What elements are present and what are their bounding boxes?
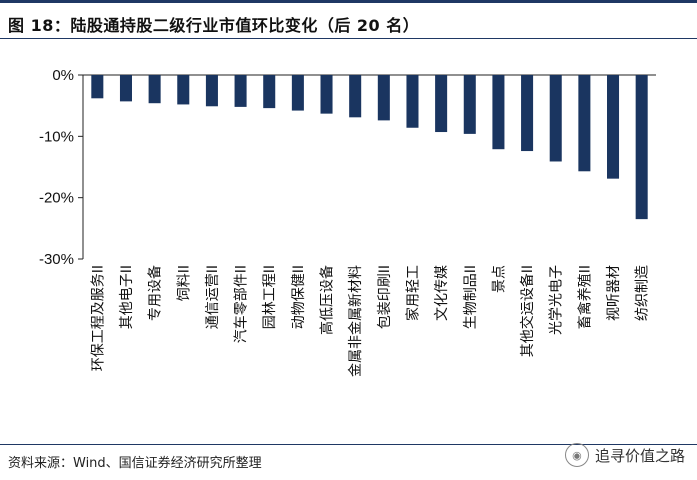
category-label-text: 金属非金属新材料 bbox=[348, 265, 364, 377]
bar-20 bbox=[635, 75, 648, 220]
category-label-10: 金属非金属新材料 bbox=[348, 265, 364, 377]
y-tick-label: -10% bbox=[39, 128, 74, 145]
category-label-text: 汽车零部件II bbox=[233, 265, 250, 343]
category-label-4: 饲料II bbox=[176, 265, 192, 301]
category-label-2: 其他电子II bbox=[119, 265, 135, 329]
bar-17 bbox=[549, 75, 562, 162]
category-label-text: 其他交运设备II bbox=[519, 265, 536, 357]
bar-12 bbox=[406, 75, 419, 128]
watermark-text: 追寻价值之路 bbox=[594, 446, 685, 465]
bar-1 bbox=[91, 75, 104, 99]
category-label-14: 生物制品II bbox=[463, 265, 479, 329]
category-label-text: 专用设备 bbox=[147, 265, 164, 321]
title-bar: 图 18：陆股通持股二级行业市值环比变化（后 20 名） bbox=[0, 0, 697, 38]
category-label-17: 光学光电子 bbox=[549, 265, 565, 335]
category-label-text: 光学光电子 bbox=[549, 265, 565, 335]
bar-9 bbox=[320, 75, 333, 114]
category-label-12: 家用轻工 bbox=[404, 265, 421, 321]
category-label-7: 园林工程II bbox=[262, 265, 278, 329]
category-label-6: 汽车零部件II bbox=[233, 265, 250, 343]
bar-19 bbox=[607, 75, 620, 179]
bar-18 bbox=[578, 75, 591, 172]
bar-2 bbox=[119, 75, 132, 102]
bar-13 bbox=[435, 75, 448, 133]
bar-11 bbox=[377, 75, 390, 121]
category-label-text: 饲料II bbox=[176, 265, 192, 301]
category-label-text: 高低压设备 bbox=[319, 265, 336, 335]
bar-8 bbox=[291, 75, 304, 111]
category-label-text: 园林工程II bbox=[262, 265, 278, 329]
category-label-16: 其他交运设备II bbox=[519, 265, 536, 357]
category-label-19: 视听器材 bbox=[606, 265, 622, 321]
category-label-text: 纺织制造 bbox=[635, 265, 651, 321]
category-label-text: 环保工程及服务II bbox=[90, 265, 106, 371]
category-label-text: 其他电子II bbox=[119, 265, 135, 329]
source-note: 资料来源：Wind、国信证券经济研究所整理 bbox=[8, 456, 262, 471]
bar-chart: 0% -10% -20% -30% 环保工程及服务II 其他电子II 专用设备 饲料II 通信运… bbox=[39, 67, 656, 377]
bar-6 bbox=[234, 75, 247, 107]
category-label-5: 通信运营II bbox=[205, 265, 221, 329]
bar-16 bbox=[521, 75, 534, 152]
category-label-text: 生物制品II bbox=[463, 265, 479, 329]
category-label-3: 专用设备 bbox=[147, 265, 164, 321]
y-tick-label: -20% bbox=[39, 190, 74, 207]
category-label-text: 动物保健II bbox=[291, 265, 307, 329]
bar-15 bbox=[492, 75, 505, 150]
wechat-icon: ◉ bbox=[564, 443, 589, 467]
bar-10 bbox=[349, 75, 362, 118]
category-label-20: 纺织制造 bbox=[635, 265, 651, 321]
category-label-text: 畜禽养殖II bbox=[576, 265, 593, 329]
figure-title: 图 18：陆股通持股二级行业市值环比变化（后 20 名） bbox=[8, 16, 420, 35]
category-label-9: 高低压设备 bbox=[319, 265, 336, 335]
category-label-text: 景点 bbox=[491, 265, 507, 293]
category-label-text: 通信运营II bbox=[205, 265, 221, 329]
category-label-13: 文化传媒 bbox=[434, 265, 450, 321]
category-label-8: 动物保健II bbox=[291, 265, 307, 329]
bar-14 bbox=[463, 75, 476, 134]
category-label-11: 包装印刷II bbox=[377, 265, 393, 329]
bar-7 bbox=[263, 75, 276, 109]
category-label-15: 景点 bbox=[491, 265, 507, 293]
category-label-text: 视听器材 bbox=[606, 265, 622, 321]
category-label-1: 环保工程及服务II bbox=[90, 265, 106, 371]
watermark: ◉ 追寻价值之路 bbox=[564, 443, 685, 467]
category-label-text: 包装印刷II bbox=[377, 265, 393, 329]
bar-5 bbox=[205, 75, 218, 107]
category-label-text: 家用轻工 bbox=[404, 265, 421, 321]
category-label-18: 畜禽养殖II bbox=[576, 265, 593, 329]
bar-4 bbox=[177, 75, 190, 105]
category-label-text: 文化传媒 bbox=[434, 265, 450, 321]
bar-3 bbox=[148, 75, 161, 104]
title-divider bbox=[0, 38, 697, 39]
y-tick-label: -30% bbox=[39, 251, 74, 268]
y-tick-label: 0% bbox=[52, 67, 74, 84]
footer-divider bbox=[0, 444, 697, 445]
